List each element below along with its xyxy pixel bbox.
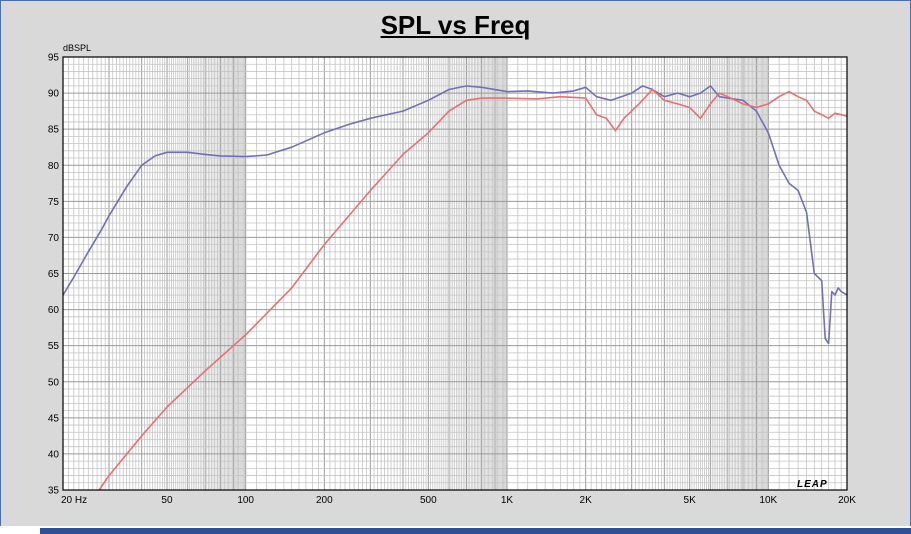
y-tick-label: 70: [48, 233, 60, 244]
x-tick-label: 2K: [580, 495, 593, 506]
y-tick-label: 55: [48, 341, 60, 352]
y-tick-label: 95: [48, 53, 60, 64]
x-tick-label: 200: [316, 495, 333, 506]
plot-border: [62, 56, 848, 491]
series-layer: [62, 85, 848, 491]
grid: [62, 56, 848, 491]
y-tick-label: 50: [48, 377, 60, 388]
y-tick-label: 40: [48, 449, 60, 460]
series-line-1: [62, 85, 848, 345]
y-tick-label: 80: [48, 161, 60, 172]
y-tick-label: 75: [48, 197, 60, 208]
y-tick-label: 90: [48, 89, 60, 100]
frame-bottom-strip: [40, 528, 911, 534]
x-tick-label: 50: [161, 495, 173, 506]
y-tick-label: 65: [48, 269, 60, 280]
x-tick-label: 500: [420, 495, 437, 506]
x-tick-label: 20 Hz: [61, 495, 87, 506]
y-tick-label: 35: [48, 486, 60, 497]
leap-logo: LEAP: [797, 479, 828, 490]
axes: 35 40 45 50 55 60 65 70 75 80 85 90 95 20 Hz 50 100 200 5…: [48, 53, 856, 507]
y-tick-label: 85: [48, 125, 60, 136]
x-tick-label: 100: [237, 495, 254, 506]
y-axis-unit-label: dBSPL: [63, 43, 91, 53]
x-tick-label: 5K: [684, 495, 697, 506]
y-tick-label: 45: [48, 413, 60, 424]
x-tick-label: 20K: [838, 495, 856, 506]
x-tick-label: 1K: [501, 495, 514, 506]
chart-title: SPL vs Freq: [380, 10, 531, 40]
series-line-2: [98, 88, 848, 491]
x-tick-label: 10K: [759, 495, 777, 506]
y-tick-label: 60: [48, 305, 60, 316]
